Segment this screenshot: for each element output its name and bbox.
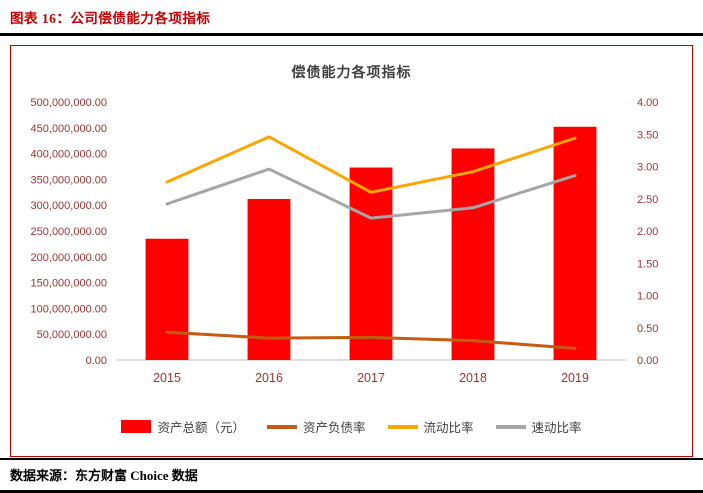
x-axis-category-label: 2018 [459, 371, 487, 385]
chart-title: 偿债能力各项指标 [291, 64, 412, 80]
source-footer: 数据来源：东方财富 Choice 数据 [0, 458, 703, 493]
right-axis-tick-label: 4.00 [637, 97, 658, 109]
x-axis-category-label: 2015 [153, 371, 181, 385]
bar-2019 [553, 126, 596, 360]
legend-item-1: 资产负债率 [266, 417, 366, 436]
bar-2017 [349, 167, 392, 360]
left-axis-tick-label: 150,000,000.00 [30, 278, 106, 290]
chart-panel: 偿债能力各项指标 0.00 50,000,000.00 100,000,000.00… [10, 45, 693, 457]
left-axis-tick-label: 450,000,000.00 [30, 123, 106, 135]
bar-2018 [451, 148, 494, 360]
legend-swatch-3 [495, 424, 526, 429]
figure-title: 图表 16：公司偿债能力各项指标 [10, 11, 211, 26]
line-series-1 [165, 135, 576, 194]
left-axis-tick-label: 400,000,000.00 [30, 149, 106, 161]
left-axis-tick-label: 350,000,000.00 [30, 174, 106, 186]
x-axis-category-label: 2016 [255, 371, 283, 385]
line-series-2 [165, 167, 576, 220]
left-axis-tick-label: 500,000,000.00 [30, 97, 106, 109]
bar-2016 [247, 199, 290, 360]
left-axis-tick-label: 200,000,000.00 [30, 252, 106, 264]
combo-chart: 0.00 50,000,000.00 100,000,000.00 150,000,0… [30, 97, 658, 385]
legend-label-0: 资产总额（元） [157, 421, 245, 435]
legend-swatch-0 [121, 420, 152, 433]
right-axis-tick-label: 3.50 [637, 129, 658, 141]
right-axis-tick-label: 1.50 [637, 258, 658, 270]
chart-legend: 资产总额（元） 资产负债率 流动比率 速动比率 [11, 417, 692, 436]
legend-swatch-1 [266, 424, 297, 429]
chart-plot-area: 0.00 50,000,000.00 100,000,000.00 150,000,0… [11, 88, 692, 409]
right-axis-tick-label: 3.00 [637, 162, 658, 174]
x-axis-category-label: 2017 [357, 371, 385, 385]
left-axis-tick-label: 100,000,000.00 [30, 303, 106, 315]
legend-swatch-2 [387, 424, 418, 429]
legend-label-2: 流动比率 [423, 421, 474, 435]
right-axis-tick-label: 0.50 [637, 323, 658, 335]
legend-item-2: 流动比率 [387, 417, 474, 436]
left-axis-tick-label: 250,000,000.00 [30, 226, 106, 238]
legend-item-3: 速动比率 [495, 417, 582, 436]
line-series-0 [165, 330, 576, 350]
left-axis-tick-label: 50,000,000.00 [36, 329, 106, 341]
right-axis-tick-label: 2.00 [637, 226, 658, 238]
bar-2015 [145, 238, 188, 360]
right-axis-tick-label: 1.00 [637, 291, 658, 303]
figure-header: 图表 16：公司偿债能力各项指标 [0, 0, 703, 36]
right-axis-tick-label: 0.00 [637, 355, 658, 367]
legend-label-1: 资产负债率 [302, 421, 366, 435]
left-axis-tick-label: 300,000,000.00 [30, 200, 106, 212]
x-axis-category-label: 2019 [561, 371, 589, 385]
source-text: 数据来源：东方财富 Choice 数据 [10, 468, 198, 483]
left-axis-tick-label: 0.00 [85, 355, 106, 367]
right-axis-tick-label: 2.50 [637, 194, 658, 206]
legend-item-0: 资产总额（元） [121, 417, 245, 436]
legend-label-3: 速动比率 [531, 421, 582, 435]
